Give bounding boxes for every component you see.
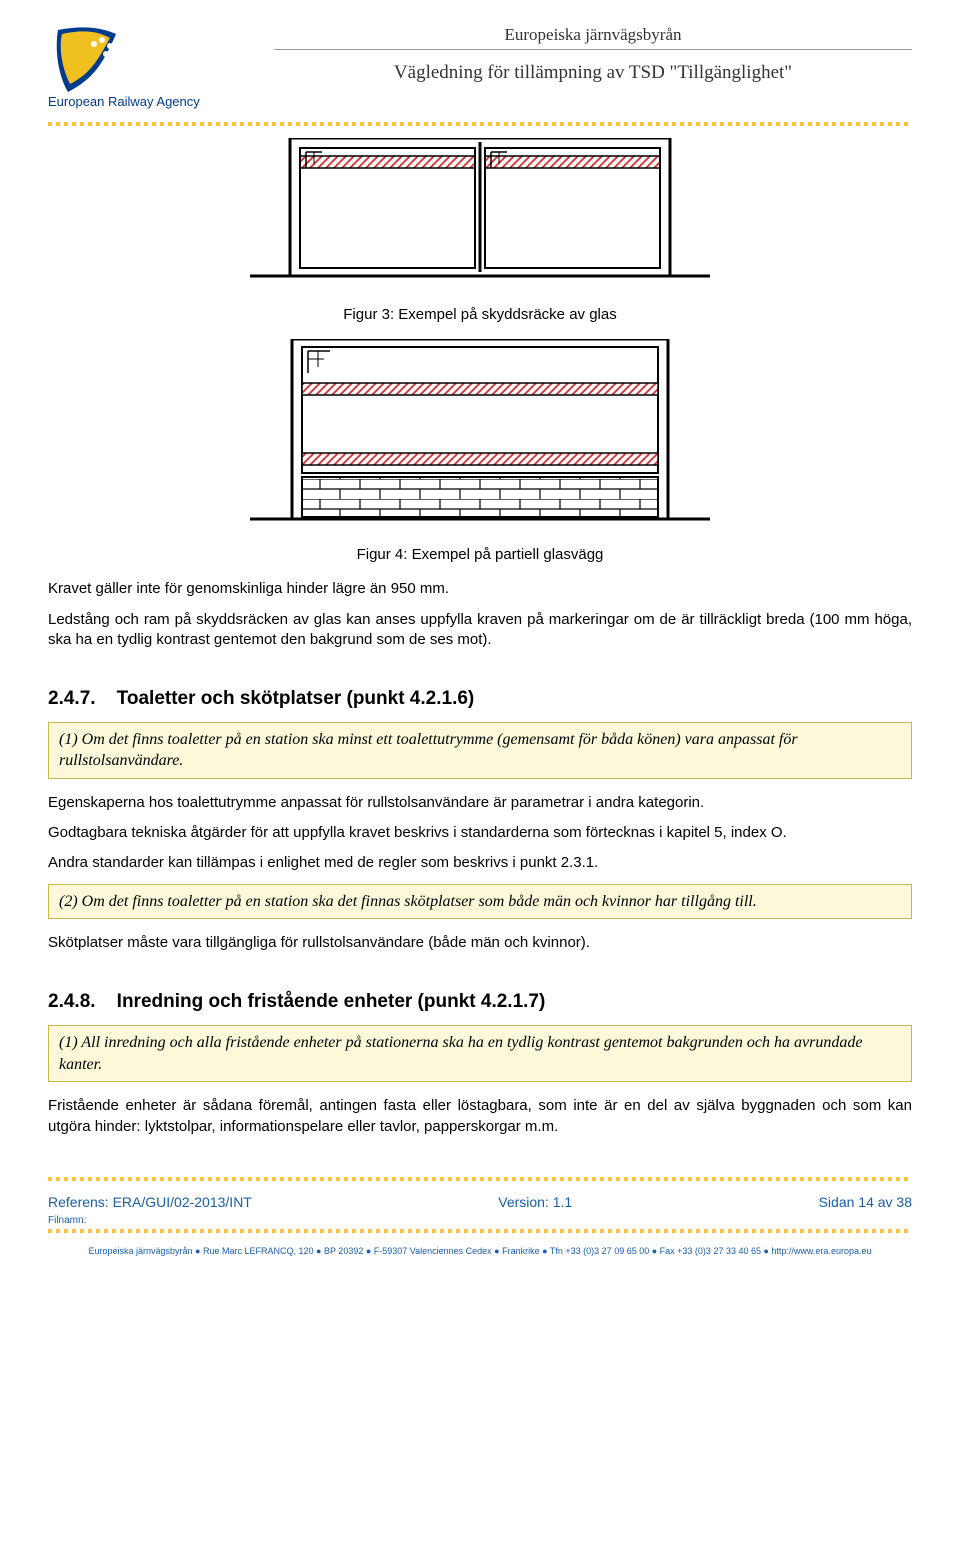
figure-4-svg	[48, 339, 912, 535]
para-2: Ledstång och ram på skyddsräcken av glas…	[48, 610, 912, 651]
footer-ref: Referens: ERA/GUI/02-2013/INT	[48, 1193, 252, 1212]
section-248-num: 2.4.8.	[48, 991, 96, 1012]
section-247-heading: 2.4.7. Toaletter och skötplatser (punkt …	[48, 686, 912, 712]
section-248-heading: 2.4.8. Inredning och fristående enheter …	[48, 989, 912, 1015]
sec247-p4: Skötplatser måste vara tillgängliga för …	[48, 933, 912, 953]
quote-247-1: (1) Om det finns toaletter på en station…	[48, 722, 912, 779]
footer-page: Sidan 14 av 38	[819, 1193, 912, 1212]
footer-dots-divider	[48, 1177, 912, 1181]
figure-3-caption: Figur 3: Exempel på skyddsräcke av glas	[48, 305, 912, 325]
quote-248-1: (1) All inredning och alla fristående en…	[48, 1025, 912, 1082]
sec247-p2: Godtagbara tekniska åtgärder för att upp…	[48, 823, 912, 843]
para-1: Kravet gäller inte för genomskinliga hin…	[48, 579, 912, 599]
section-248-title: Inredning och fristående enheter (punkt …	[117, 991, 546, 1012]
footer-refs: Referens: ERA/GUI/02-2013/INT Version: 1…	[48, 1193, 912, 1212]
sec248-p1: Fristående enheter är sådana föremål, an…	[48, 1096, 912, 1137]
doc-title: Vägledning för tillämpning av TSD "Tillg…	[274, 60, 912, 86]
era-logo: European Railway Agency	[48, 24, 258, 116]
page-header: European Railway Agency Europeiska järnv…	[48, 24, 912, 116]
header-dots-divider	[48, 122, 912, 126]
sec247-p1: Egenskaperna hos toalettutrymme anpassat…	[48, 793, 912, 813]
footer-address: Europeiska järnvägsbyrån ● Rue Marc LEFR…	[48, 1245, 912, 1257]
logo-text: European Railway Agency	[48, 94, 200, 109]
figure-4-caption: Figur 4: Exempel på partiell glasvägg	[48, 545, 912, 565]
agency-title: Europeiska järnvägsbyrån	[274, 24, 912, 50]
footer-version: Version: 1.1	[498, 1193, 572, 1212]
section-247-num: 2.4.7.	[48, 688, 96, 709]
sec247-p3: Andra standarder kan tillämpas i enlighe…	[48, 853, 912, 873]
footer-dots-divider-2	[48, 1229, 912, 1233]
quote-247-2: (2) Om det finns toaletter på en station…	[48, 884, 912, 920]
footer-filnamn: Filnamn:	[48, 1214, 912, 1228]
figure-3-svg	[48, 138, 912, 294]
section-247-title: Toaletter och skötplatser (punkt 4.2.1.6…	[117, 688, 475, 709]
